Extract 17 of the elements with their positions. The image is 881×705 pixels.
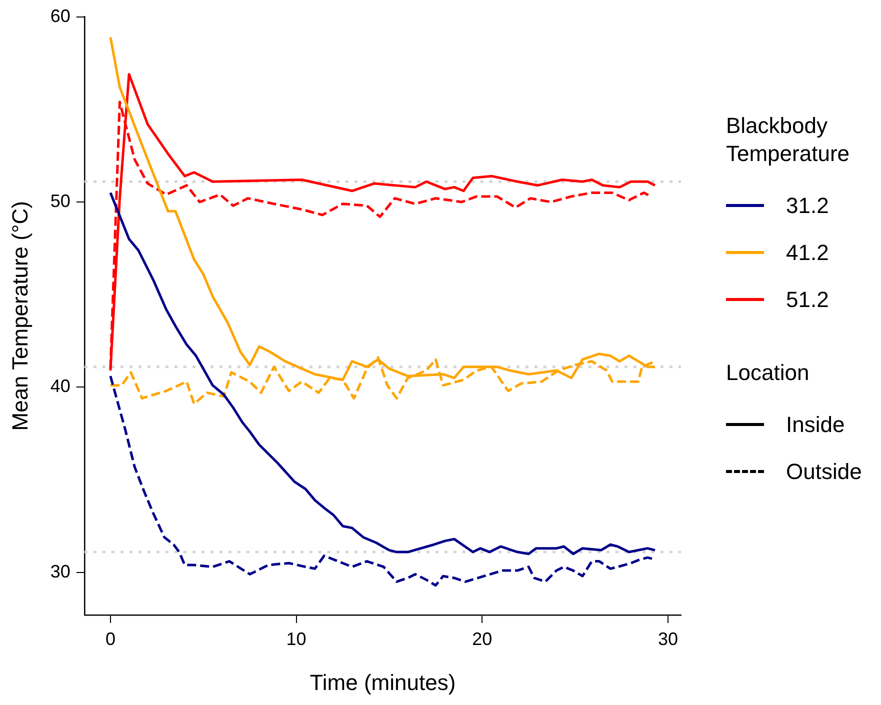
text: Outside [786, 458, 862, 484]
x-tick-label: 10 [286, 628, 306, 649]
legend-title: Blackbody Temperature [726, 112, 851, 168]
text: Inside [786, 412, 845, 438]
x-tick-label: 20 [472, 628, 492, 649]
y-tick-label: 40 [50, 376, 70, 396]
text: Location [726, 359, 810, 387]
legend-label: 51.2 [786, 286, 829, 312]
legend-label: 41.2 [786, 240, 829, 266]
legend-label: 31.2 [786, 192, 829, 218]
x-tick-label: 0 [105, 628, 116, 649]
y-axis-title: Mean Temperature (°C) [7, 201, 32, 431]
x-tick-label: 30 [658, 628, 678, 649]
y-tick-label: 30 [50, 561, 70, 582]
y-tick-label: 60 [50, 6, 70, 26]
y-tick-label: 50 [50, 190, 70, 211]
x-axis-title: Time (minutes) [310, 670, 456, 695]
